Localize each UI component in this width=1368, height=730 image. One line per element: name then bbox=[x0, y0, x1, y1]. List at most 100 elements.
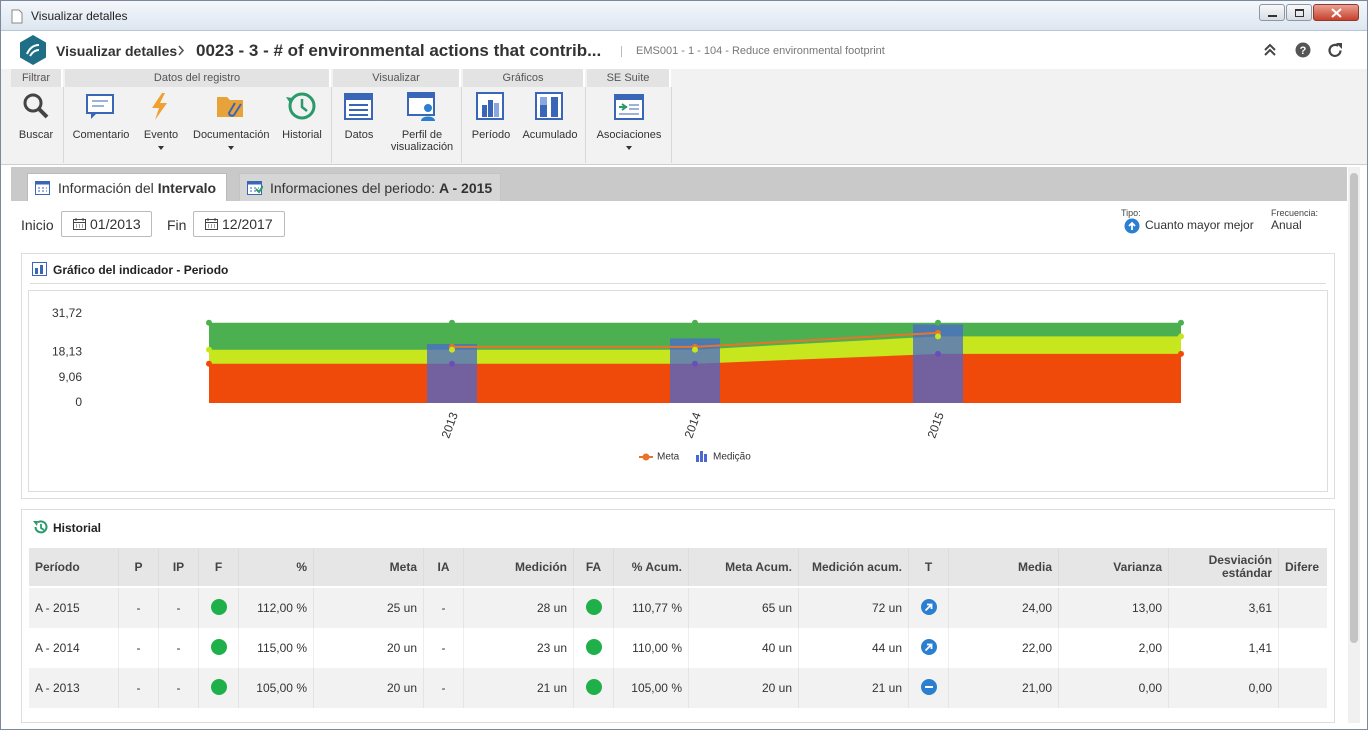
toolbar-button[interactable]: Acumulado bbox=[512, 91, 588, 141]
refresh-button[interactable] bbox=[1327, 42, 1344, 59]
band-point bbox=[935, 333, 941, 340]
type-value: Cuanto mayor mejor bbox=[1145, 218, 1254, 232]
cell-text: A - 2013 bbox=[35, 680, 80, 695]
toolbar-icon bbox=[407, 92, 435, 121]
table-cell: 21,00 bbox=[949, 668, 1059, 708]
column-header[interactable]: Media bbox=[949, 548, 1059, 586]
column-header[interactable]: Meta bbox=[314, 548, 424, 586]
cell-text: - bbox=[136, 600, 141, 615]
toolbar-button[interactable]: Datos bbox=[321, 91, 397, 141]
legend-swatch bbox=[700, 451, 703, 462]
trend-icon bbox=[920, 679, 937, 695]
table-cell: 23 un bbox=[464, 628, 574, 668]
column-header[interactable]: FA bbox=[574, 548, 614, 586]
breadcrumb[interactable]: Visualizar detalles bbox=[56, 43, 178, 59]
tab[interactable]: Información del Intervalo bbox=[27, 173, 227, 201]
column-header[interactable]: T bbox=[909, 548, 949, 586]
band-point bbox=[206, 346, 212, 353]
table-cell: 13,00 bbox=[1059, 588, 1169, 628]
end-date[interactable]: 12/2017 bbox=[193, 211, 285, 237]
chart-panel-icon bbox=[32, 262, 47, 276]
table-cell bbox=[199, 668, 239, 708]
toolbar: Filtrar Buscar Datos del registro Comentari… bbox=[1, 69, 1367, 165]
cell-text: 20 un bbox=[386, 680, 417, 695]
column-header[interactable]: IP bbox=[159, 548, 199, 586]
column-header[interactable]: % bbox=[239, 548, 314, 586]
column-header[interactable]: IA bbox=[424, 548, 464, 586]
minimize-button[interactable] bbox=[1259, 4, 1285, 21]
band-point bbox=[692, 346, 698, 353]
scroll-thumb[interactable] bbox=[1350, 173, 1358, 643]
legend-swatch bbox=[642, 453, 650, 461]
toolbar-group-label: Filtrar bbox=[11, 69, 63, 87]
cell-text: 115,00 % bbox=[257, 640, 307, 655]
table-cell: 112,00 % bbox=[239, 588, 314, 628]
svg-text:?: ? bbox=[1300, 45, 1307, 57]
toolbar-button-label: Perfil de visualización bbox=[390, 129, 454, 153]
start-date-value: 01/2013 bbox=[90, 216, 141, 232]
column-header[interactable]: Varianza bbox=[1059, 548, 1169, 586]
toolbar-button[interactable]: Asociaciones bbox=[591, 91, 667, 150]
cell-text: 21 un bbox=[536, 680, 567, 695]
table-cell: 2,00 bbox=[1059, 628, 1169, 668]
toolbar-button[interactable]: Período bbox=[453, 91, 529, 141]
cell-text: - bbox=[441, 640, 446, 655]
cell-text: 22,00 bbox=[1021, 640, 1052, 655]
toolbar-button[interactable]: Perfil de visualización bbox=[384, 91, 460, 153]
tab-icon bbox=[35, 181, 50, 195]
help-button[interactable]: ? bbox=[1295, 42, 1311, 58]
table-cell: 105,00 % bbox=[614, 668, 689, 708]
toolbar-button-label: Acumulado bbox=[522, 129, 578, 141]
toolbar-button-label: Evento bbox=[143, 129, 179, 141]
column-header[interactable]: Medición acum. bbox=[799, 548, 909, 586]
cell-text: 110,00 % bbox=[632, 640, 682, 655]
close-button[interactable] bbox=[1313, 4, 1359, 21]
record-title: 0023 - 3 - # of environmental actions th… bbox=[196, 41, 602, 60]
cell-text: 25 un bbox=[386, 600, 417, 615]
column-header[interactable]: Meta Acum. bbox=[689, 548, 799, 586]
column-header[interactable]: P bbox=[119, 548, 159, 586]
cell-text: - bbox=[136, 680, 141, 695]
column-header[interactable]: % Acum. bbox=[614, 548, 689, 586]
column-header[interactable]: F bbox=[199, 548, 239, 586]
end-date-value: 12/2017 bbox=[222, 216, 273, 232]
cell-text: 0,00 bbox=[1248, 680, 1272, 695]
maximize-button[interactable] bbox=[1286, 4, 1312, 21]
table-cell: 21 un bbox=[464, 668, 574, 708]
toolbar-button-label: Datos bbox=[344, 129, 374, 141]
column-header[interactable]: Período bbox=[29, 548, 119, 586]
scrollbar[interactable] bbox=[1348, 167, 1360, 723]
table-cell bbox=[574, 668, 614, 708]
y-tick-label: 9,06 bbox=[59, 370, 83, 384]
status-icon bbox=[210, 679, 227, 695]
toolbar-button[interactable]: Buscar bbox=[1, 91, 74, 141]
column-header[interactable]: Desviación estándar bbox=[1169, 548, 1279, 586]
start-date[interactable]: 01/2013 bbox=[61, 211, 152, 237]
cell-text: 40 un bbox=[761, 640, 792, 655]
type-label: Tipo: bbox=[1121, 208, 1141, 218]
tab[interactable]: Informaciones del periodo: A - 2015 bbox=[239, 173, 501, 201]
table-cell bbox=[909, 628, 949, 668]
cell-text: 105,00 % bbox=[256, 680, 307, 695]
band-point bbox=[1178, 333, 1184, 340]
table-cell: A - 2014 bbox=[29, 628, 119, 668]
table-cell bbox=[574, 588, 614, 628]
title-bar: Visualizar detalles bbox=[1, 1, 1367, 31]
toolbar-button[interactable]: Comentario bbox=[63, 91, 139, 141]
band-point bbox=[692, 360, 698, 367]
collapse-button[interactable] bbox=[1263, 43, 1277, 57]
tab-label: Información del bbox=[58, 180, 154, 196]
legend-label: Meta bbox=[657, 452, 680, 463]
toolbar-button[interactable]: Evento bbox=[123, 91, 199, 150]
toolbar-button[interactable]: Historial bbox=[264, 91, 340, 141]
cell-text: 65 un bbox=[761, 600, 792, 615]
toolbar-button[interactable]: Documentación bbox=[193, 91, 269, 150]
cell-text: - bbox=[441, 680, 446, 695]
y-tick-label: 18,13 bbox=[52, 344, 82, 358]
column-header[interactable]: Difere bbox=[1279, 548, 1327, 586]
cell-text: 105,00 % bbox=[631, 680, 682, 695]
band-point bbox=[449, 319, 455, 326]
column-header[interactable]: Medición bbox=[464, 548, 574, 586]
status-icon bbox=[585, 599, 602, 615]
